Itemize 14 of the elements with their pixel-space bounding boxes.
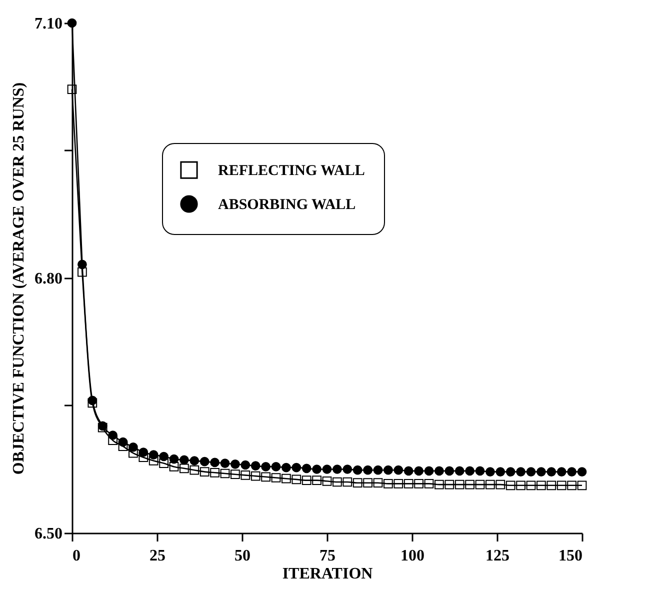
x-tick-label: 75 bbox=[320, 548, 336, 564]
x-tick-label: 25 bbox=[150, 548, 166, 564]
x-tick-label: 125 bbox=[486, 548, 510, 564]
legend-label: REFLECTING WALL bbox=[218, 163, 365, 179]
y-tick-label: 7.10 bbox=[34, 16, 62, 32]
x-tick-label: 50 bbox=[234, 548, 250, 564]
x-axis-title: ITERATION bbox=[282, 566, 374, 582]
legend-label: ABSORBING WALL bbox=[218, 197, 356, 213]
x-tick-label: 100 bbox=[400, 548, 424, 564]
y-tick-label: 6.80 bbox=[34, 270, 62, 288]
x-tick-label: 150 bbox=[558, 548, 582, 564]
x-tick-label: 0 bbox=[72, 548, 80, 564]
y-axis-title: OBJECTIVE FUNCTION (AVERAGE OVER 25 RUNS) bbox=[10, 82, 28, 475]
y-tick-label: 6.50 bbox=[34, 526, 62, 542]
